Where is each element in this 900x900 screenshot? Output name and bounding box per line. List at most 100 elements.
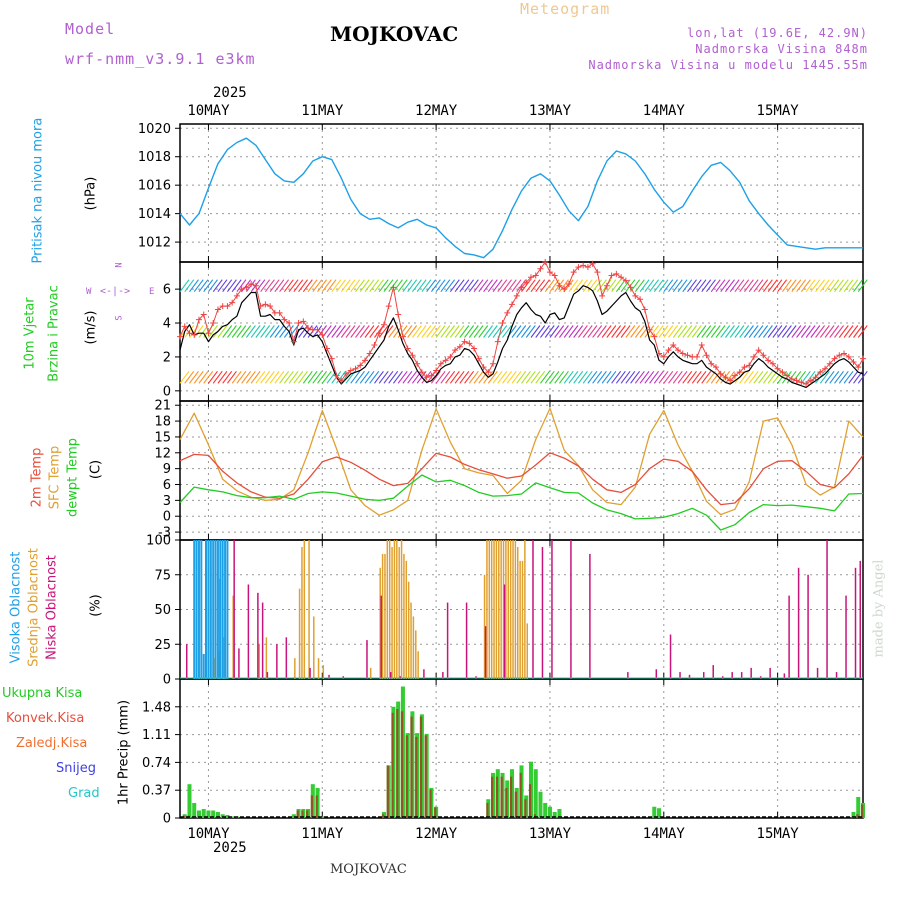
gust-marker	[565, 281, 572, 288]
wind-barb	[796, 325, 807, 338]
wind-barb	[663, 370, 674, 384]
gust-marker	[637, 296, 644, 303]
wind-barb	[402, 279, 413, 293]
wind-barb	[620, 279, 631, 293]
gust-marker	[490, 360, 497, 367]
wind-barb	[682, 279, 693, 293]
wind-barb	[440, 279, 451, 293]
gust-marker	[447, 353, 454, 360]
wind-barb	[407, 279, 418, 293]
wind-barb	[848, 370, 859, 384]
wind-barb	[706, 325, 716, 338]
gust-marker	[314, 326, 321, 333]
gust-marker	[305, 325, 312, 332]
wind-barb	[829, 279, 840, 293]
y-tick-label: 100	[146, 534, 171, 549]
wind-barb	[525, 370, 536, 384]
conv-precip-bar	[514, 791, 517, 818]
wind-barb	[355, 370, 365, 384]
wind-barb	[189, 279, 199, 293]
wind-barb	[606, 279, 617, 293]
wind-barb	[720, 325, 731, 338]
wind-barb	[568, 370, 579, 384]
wind-barb	[668, 279, 678, 293]
wind-barb	[364, 325, 375, 338]
wind-barb	[563, 325, 574, 338]
total-precip-bar	[856, 796, 861, 818]
wind-barb	[672, 370, 683, 384]
wind-barb	[729, 279, 740, 293]
date-label-bottom: 12MAY	[415, 826, 458, 842]
dewpoint-line	[179, 474, 864, 531]
y-tick-label: -3	[158, 526, 171, 541]
wind-barb	[473, 279, 484, 293]
wind-barb	[819, 325, 830, 338]
wind-barb	[696, 279, 707, 293]
wind-barb	[454, 370, 465, 384]
wind-barb	[231, 279, 242, 293]
wind-barb	[611, 279, 622, 293]
gust-marker	[570, 269, 577, 276]
wind-barb	[710, 325, 721, 338]
wind-barb	[231, 370, 242, 384]
conv-precip-bar	[509, 776, 513, 818]
gust-marker	[205, 330, 212, 337]
lonlat-label: lon,lat (19.6E, 42.9N)	[687, 26, 868, 40]
legend-hail: Grad	[68, 786, 100, 801]
wind-barb	[639, 279, 650, 293]
wind-barb	[459, 325, 470, 338]
date-label-bottom: 10MAY	[187, 826, 230, 842]
gust-marker	[366, 350, 373, 357]
wind-barb	[824, 370, 835, 384]
wind-barb	[369, 370, 380, 384]
wind-barb	[226, 279, 237, 293]
wind-barb	[274, 370, 285, 384]
wind-barb	[497, 279, 508, 293]
wind-barb	[710, 370, 721, 384]
wind-speed-line	[179, 285, 864, 388]
gust-marker	[527, 274, 534, 281]
gust-marker	[841, 350, 848, 357]
wind-barb	[777, 279, 788, 293]
date-label-bottom: 13MAY	[529, 826, 572, 842]
wind-barb	[198, 370, 209, 384]
wind-barb	[573, 325, 584, 338]
wind-barb	[464, 325, 475, 338]
wind-barb	[625, 325, 636, 338]
total-precip-bar	[196, 810, 201, 818]
wind-barb	[611, 370, 622, 384]
y-tick-label: 50	[154, 603, 171, 618]
wind-barb	[772, 370, 783, 384]
total-precip-bar	[657, 808, 662, 818]
gust-marker	[404, 345, 411, 352]
wind-barb	[540, 325, 550, 338]
total-precip-bar	[230, 816, 235, 818]
gust-marker	[788, 375, 795, 382]
gust-marker	[807, 377, 814, 384]
y-tick-label: 0	[163, 673, 171, 688]
wind-barb	[345, 279, 356, 293]
wind-barb	[592, 279, 603, 293]
wind-barb	[392, 370, 403, 384]
wind-barb	[445, 325, 456, 338]
gust-marker	[428, 372, 435, 379]
wind-barb	[762, 279, 773, 293]
wind-barb	[568, 325, 579, 338]
gust-marker	[769, 360, 776, 367]
wind-barb	[592, 325, 603, 338]
y-tick-label: 1018	[138, 150, 171, 165]
wind-barb	[748, 325, 759, 338]
gust-marker	[556, 282, 563, 289]
wind-barb	[582, 370, 593, 384]
y-tick-label: 15	[154, 430, 171, 445]
wind-barb	[483, 279, 493, 293]
gust-marker	[295, 320, 302, 327]
wind-barb	[222, 325, 233, 338]
legend-snow: Snijeg	[56, 761, 96, 776]
gust-marker	[319, 331, 326, 338]
wind-barb	[857, 279, 868, 293]
wind-barb	[819, 370, 830, 384]
wind-barb	[359, 370, 370, 384]
wind-barb	[411, 279, 422, 293]
